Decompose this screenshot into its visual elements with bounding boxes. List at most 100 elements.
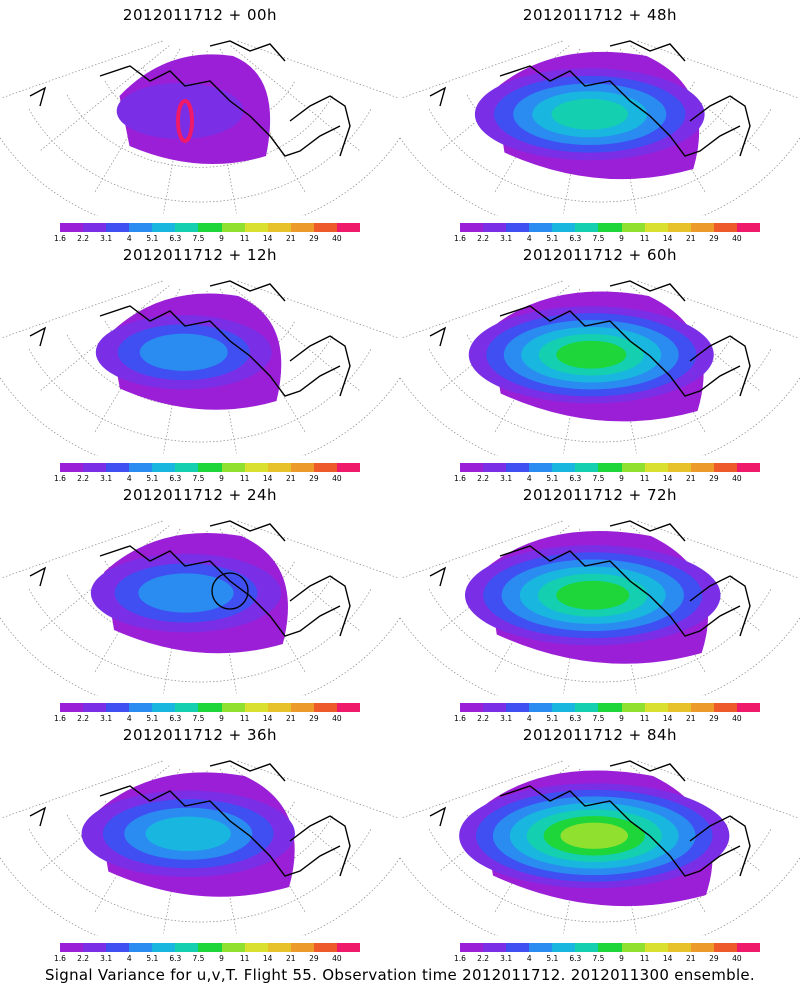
colorbar-swatch bbox=[460, 703, 484, 712]
colorbar-tick-label: 5.1 bbox=[146, 234, 159, 243]
colorbar-swatch bbox=[83, 463, 107, 472]
colorbar-tick-label: 21 bbox=[685, 234, 696, 243]
forecast-panel: 2012011712 + 24h 1.6 2.2 3.1 4 5.1 6.3 7.5 9 11 14… bbox=[0, 480, 400, 723]
colorbar-swatch bbox=[221, 943, 245, 952]
colorbar-tick-label: 2.2 bbox=[77, 714, 90, 723]
variance-field bbox=[465, 531, 721, 664]
colorbar-swatch bbox=[267, 223, 291, 232]
colorbar-swatch bbox=[552, 943, 576, 952]
colorbar-swatch bbox=[313, 223, 337, 232]
variance-field bbox=[474, 51, 705, 180]
colorbar-swatch bbox=[690, 223, 714, 232]
colorbar-swatch bbox=[221, 223, 245, 232]
colorbar-swatch bbox=[460, 943, 484, 952]
colorbar-swatch bbox=[667, 463, 691, 472]
colorbar-swatch bbox=[175, 703, 199, 712]
colorbar bbox=[460, 703, 761, 712]
variance-hotspot bbox=[176, 99, 194, 143]
colorbar bbox=[60, 943, 361, 952]
colorbar-swatch bbox=[152, 703, 176, 712]
variance-field bbox=[459, 770, 730, 907]
colorbar-swatch bbox=[667, 943, 691, 952]
colorbar-swatch bbox=[198, 223, 222, 232]
colorbar-tick-label: 3.1 bbox=[100, 714, 113, 723]
colorbar-tick-label: 1.6 bbox=[54, 714, 66, 723]
colorbar bbox=[60, 463, 361, 472]
variance-field bbox=[90, 532, 288, 654]
colorbar-labels: 1.6 2.2 3.1 4 5.1 6.3 7.5 9 11 14 21 29 40 bbox=[54, 474, 360, 484]
variance-contour bbox=[556, 580, 630, 610]
forecast-panel: 2012011712 + 12h 1.6 2.2 3.1 4 5.1 6.3 7.5 9 11 14… bbox=[0, 240, 400, 483]
colorbar-swatch bbox=[313, 943, 337, 952]
forecast-panel: 2012011712 + 84h 1.6 2.2 3.1 4 5.1 6.3 7.5 9 11 14… bbox=[400, 720, 800, 963]
colorbar-tick-label: 7.5 bbox=[192, 474, 205, 483]
variance-field bbox=[116, 54, 271, 164]
colorbar-tick-label: 11 bbox=[639, 234, 650, 243]
colorbar-swatch bbox=[598, 463, 622, 472]
colorbar-swatch bbox=[529, 223, 553, 232]
colorbar-labels: 1.6 2.2 3.1 4 5.1 6.3 7.5 9 11 14 21 29 40 bbox=[454, 474, 760, 484]
colorbar-swatch bbox=[313, 463, 337, 472]
colorbar-swatch bbox=[83, 943, 107, 952]
colorbar-swatch bbox=[667, 223, 691, 232]
colorbar-tick-label: 7.5 bbox=[592, 954, 605, 963]
colorbar-swatch bbox=[106, 223, 130, 232]
variance-contour bbox=[556, 340, 627, 369]
colorbar-swatch bbox=[198, 943, 222, 952]
coastline bbox=[429, 520, 751, 637]
colorbar-tick-label: 40 bbox=[732, 474, 742, 483]
colorbar-tick-label: 21 bbox=[685, 474, 696, 483]
colorbar-swatch bbox=[621, 223, 645, 232]
colorbar-swatch bbox=[575, 703, 599, 712]
colorbar-tick-label: 6.3 bbox=[169, 714, 182, 723]
colorbar-tick-label: 5.1 bbox=[546, 954, 559, 963]
colorbar-swatch bbox=[129, 703, 153, 712]
colorbar-swatch bbox=[621, 463, 645, 472]
panel-title: 2012011712 + 00h bbox=[122, 6, 278, 24]
colorbar-tick-label: 11 bbox=[239, 954, 250, 963]
colorbar-swatch bbox=[290, 943, 314, 952]
colorbar-tick-label: 1.6 bbox=[454, 714, 466, 723]
forecast-panel: 2012011712 + 60h 1.6 2.2 3.1 4 5.1 6.3 7.5 9 11 14… bbox=[400, 240, 800, 483]
colorbar-swatch bbox=[644, 943, 668, 952]
colorbar-swatch bbox=[152, 943, 176, 952]
colorbar-swatch bbox=[713, 463, 737, 472]
colorbar-swatch bbox=[483, 943, 507, 952]
forecast-panel: 2012011712 + 36h 1.6 2.2 3.1 4 5.1 6.3 7.5 9 11 14… bbox=[0, 720, 400, 963]
colorbar-tick-label: 4 bbox=[526, 714, 532, 723]
coastline bbox=[29, 520, 351, 637]
colorbar-swatch bbox=[336, 943, 361, 952]
colorbar-swatch bbox=[713, 703, 737, 712]
figure-caption: Signal Variance for u,v,T. Flight 55. Ob… bbox=[44, 966, 756, 984]
variance-map bbox=[0, 520, 400, 696]
variance-contour bbox=[145, 816, 231, 852]
colorbar-tick-label: 7.5 bbox=[192, 234, 205, 243]
colorbar-tick-label: 29 bbox=[309, 474, 319, 483]
colorbar-swatch bbox=[529, 703, 553, 712]
colorbar-swatch bbox=[690, 463, 714, 472]
colorbar-tick-label: 5.1 bbox=[546, 234, 559, 243]
forecast-panel: 2012011712 + 00h 1.6 2.2 3.1 4 5.1 6.3 7.5 9 11 14… bbox=[0, 0, 400, 243]
colorbar-swatch bbox=[506, 703, 530, 712]
colorbar-tick-label: 1.6 bbox=[54, 234, 66, 243]
colorbar-swatch bbox=[175, 463, 199, 472]
colorbar-tick-label: 21 bbox=[285, 714, 296, 723]
colorbar-swatch bbox=[621, 943, 645, 952]
colorbar-swatch bbox=[198, 703, 222, 712]
colorbar-tick-label: 4 bbox=[526, 954, 532, 963]
colorbar-swatch bbox=[106, 943, 130, 952]
panel-title: 2012011712 + 84h bbox=[522, 726, 678, 744]
colorbar-tick-label: 40 bbox=[332, 474, 342, 483]
colorbar-swatch bbox=[460, 463, 484, 472]
colorbar-tick-label: 1.6 bbox=[454, 234, 466, 243]
variance-map bbox=[400, 760, 800, 936]
colorbar-swatch bbox=[290, 223, 314, 232]
variance-field bbox=[81, 772, 295, 897]
panel-title: 2012011712 + 48h bbox=[522, 6, 678, 24]
colorbar-swatch bbox=[644, 223, 668, 232]
colorbar-swatch bbox=[290, 703, 314, 712]
colorbar-swatch bbox=[244, 703, 268, 712]
colorbar-swatch bbox=[106, 703, 130, 712]
colorbar-tick-label: 14 bbox=[262, 234, 273, 243]
colorbar-labels: 1.6 2.2 3.1 4 5.1 6.3 7.5 9 11 14 21 29 40 bbox=[54, 234, 360, 244]
